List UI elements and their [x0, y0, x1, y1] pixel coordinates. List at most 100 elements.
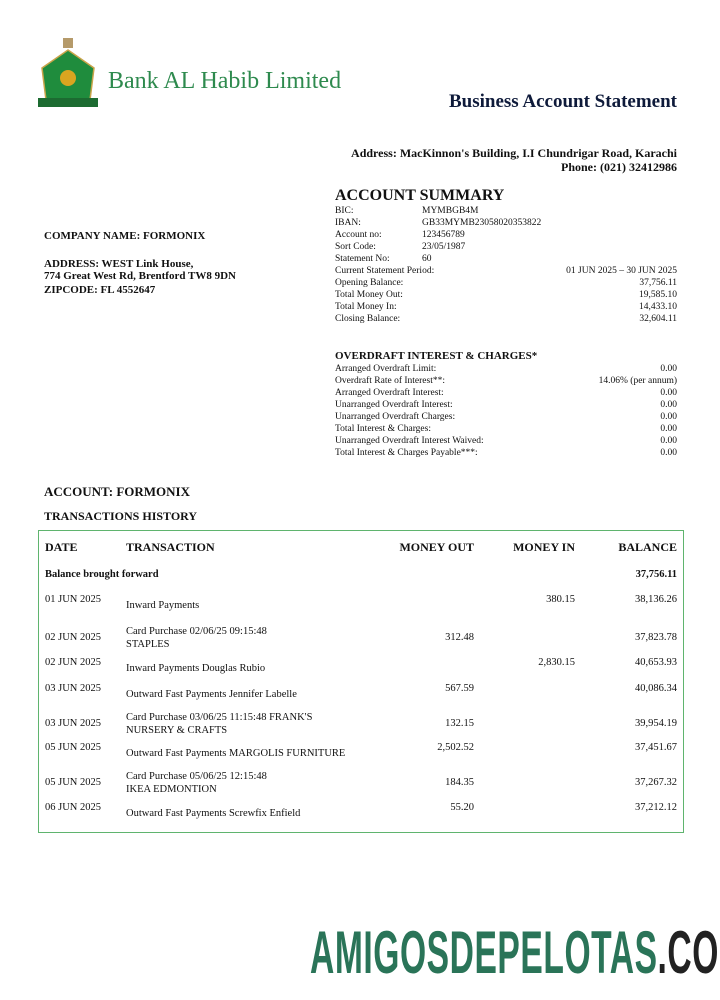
summary-detail-row: Sort Code: 23/05/1987 — [335, 241, 677, 253]
statement-title: Business Account Statement — [448, 91, 677, 112]
row-desc-line1: Card Purchase 02/06/25 09:15:48 — [126, 626, 267, 637]
overdraft-label: Total Interest & Charges: — [335, 424, 431, 434]
summary-value: 60 — [422, 254, 432, 264]
overdraft-value: 14.06% (per annum) — [598, 376, 677, 386]
summary-value: 01 JUN 2025 – 30 JUN 2025 — [566, 266, 677, 276]
account-summary-title: ACCOUNT SUMMARY — [335, 187, 505, 204]
company-zipcode: ZIPCODE: FL 4552647 — [44, 284, 156, 296]
bank-phone: Phone: (021) 32412986 — [561, 160, 677, 174]
account-heading: ACCOUNT: FORMONIX — [44, 484, 190, 499]
summary-value: 37,756.11 — [639, 278, 677, 288]
summary-figure-row: Total Money Out: 19,585.10 — [335, 289, 677, 301]
row-date: 05 JUN 2025 — [45, 742, 102, 753]
summary-value: 19,585.10 — [639, 290, 677, 300]
overdraft-label: Unarranged Overdraft Interest Waived: — [335, 436, 484, 446]
row-balance: 37,451.67 — [635, 742, 677, 753]
overdraft-row: Unarranged Overdraft Interest: 0.00 — [335, 399, 677, 411]
summary-detail-row: IBAN: GB33MYMB23058020353822 — [335, 217, 677, 229]
overdraft-value: 0.00 — [660, 448, 677, 458]
watermark: AMIGOSDEPELOTAS.COM — [310, 918, 720, 987]
overdraft-row: Arranged Overdraft Interest: 0.00 — [335, 387, 677, 399]
overdraft-row: Unarranged Overdraft Interest Waived: 0.0… — [335, 435, 677, 447]
brought-forward-balance: 37,756.11 — [635, 569, 677, 580]
summary-figure-row: Closing Balance: 32,604.11 — [335, 313, 677, 325]
transactions-table: DATE TRANSACTION MONEY OUT MONEY IN BALA… — [38, 530, 684, 833]
row-date: 05 JUN 2025 — [45, 777, 102, 788]
table-row: 02 JUN 2025 Card Purchase 02/06/25 09:15:… — [39, 625, 683, 651]
summary-figure-row: Opening Balance: 37,756.11 — [335, 277, 677, 289]
summary-label: Statement No: — [335, 254, 390, 264]
row-money-in: 2,830.15 — [538, 657, 575, 668]
overdraft-value: 0.00 — [660, 424, 677, 434]
row-date: 02 JUN 2025 — [45, 632, 102, 643]
row-date: 03 JUN 2025 — [45, 683, 102, 694]
overdraft-row: Total Interest & Charges Payable***: 0.00 — [335, 447, 677, 459]
col-balance: BALANCE — [618, 540, 677, 554]
table-row: 02 JUN 2025 Inward Payments Douglas Rubio… — [39, 656, 683, 682]
company-address-line2: 774 Great West Rd, Brentford TW8 9DN — [44, 270, 236, 282]
row-transaction: Card Purchase 02/06/25 09:15:48 STAPLES — [126, 625, 267, 651]
row-balance: 39,954.19 — [635, 718, 677, 729]
table-row: 03 JUN 2025 Card Purchase 03/06/25 11:15:… — [39, 711, 683, 737]
summary-value: 32,604.11 — [639, 314, 677, 324]
bank-logo — [38, 38, 98, 107]
row-transaction: Outward Fast Payments Jennifer Labelle — [126, 682, 297, 701]
overdraft-label: Unarranged Overdraft Charges: — [335, 412, 456, 422]
row-date: 01 JUN 2025 — [45, 594, 102, 605]
summary-label: Current Statement Period: — [335, 266, 435, 276]
overdraft-label: Unarranged Overdraft Interest: — [335, 400, 453, 410]
summary-label: Closing Balance: — [335, 314, 401, 324]
row-desc-line1: Outward Fast Payments MARGOLIS FURNITURE — [126, 748, 346, 759]
row-transaction: Inward Payments Douglas Rubio — [126, 656, 265, 675]
bank-address: Address: MacKinnon's Building, I.I Chund… — [351, 146, 677, 160]
overdraft-row: Total Interest & Charges: 0.00 — [335, 423, 677, 435]
table-row: 01 JUN 2025 Inward Payments 380.15 38,136.2… — [39, 593, 683, 619]
bank-name: Bank AL Habib Limited — [108, 68, 342, 94]
overdraft-value: 0.00 — [660, 412, 677, 422]
overdraft-label: Total Interest & Charges Payable***: — [335, 448, 478, 458]
summary-detail-row: BIC: MYMBGB4M — [335, 205, 677, 217]
row-desc-line2: NURSERY & CRAFTS — [126, 725, 228, 736]
overdraft-label: Arranged Overdraft Interest: — [335, 388, 444, 398]
row-desc-line1: Card Purchase 05/06/25 12:15:48 — [126, 771, 267, 782]
brought-forward-label: Balance brought forward — [45, 569, 159, 580]
summary-value: 123456789 — [422, 230, 465, 240]
row-desc-line1: Inward Payments — [126, 600, 200, 611]
summary-label: BIC: — [335, 206, 354, 216]
watermark-main: AMIGOSDEPELOTAS — [310, 919, 658, 986]
col-date: DATE — [45, 540, 78, 554]
row-money-out: 132.15 — [445, 718, 474, 729]
table-row: 05 JUN 2025 Outward Fast Payments MARGOLI… — [39, 741, 683, 767]
overdraft-value: 0.00 — [660, 388, 677, 398]
summary-figure-row: Total Money In: 14,433.10 — [335, 301, 677, 313]
col-money-out: MONEY OUT — [399, 540, 474, 554]
row-balance: 40,086.34 — [635, 683, 677, 694]
overdraft-value: 0.00 — [660, 436, 677, 446]
summary-value: MYMBGB4M — [422, 206, 479, 216]
summary-label: Total Money Out: — [335, 290, 403, 300]
row-money-out: 312.48 — [445, 632, 474, 643]
row-balance: 37,212.12 — [635, 802, 677, 813]
row-money-out: 2,502.52 — [437, 742, 474, 753]
row-money-out: 567.59 — [445, 683, 474, 694]
row-balance: 37,823.78 — [635, 632, 677, 643]
overdraft-title: OVERDRAFT INTEREST & CHARGES* — [335, 350, 538, 362]
row-transaction: Inward Payments — [126, 593, 199, 612]
row-desc-line1: Outward Fast Payments Screwfix Enfield — [126, 808, 301, 819]
summary-detail-row: Statement No: 60 — [335, 253, 677, 265]
table-row: 06 JUN 2025 Outward Fast Payments Screwfi… — [39, 801, 683, 827]
col-transaction: TRANSACTION — [126, 540, 215, 554]
row-transaction: Card Purchase 03/06/25 11:15:48 FRANK'S N… — [126, 711, 312, 737]
row-money-in: 380.15 — [546, 594, 575, 605]
row-desc-line1: Inward Payments Douglas Rubio — [126, 663, 266, 674]
overdraft-label: Overdraft Rate of Interest**: — [335, 376, 445, 386]
col-money-in: MONEY IN — [513, 540, 575, 554]
row-desc-line1: Card Purchase 03/06/25 11:15:48 FRANK'S — [126, 712, 313, 723]
row-desc-line1: Outward Fast Payments Jennifer Labelle — [126, 689, 297, 700]
summary-label: Opening Balance: — [335, 278, 404, 288]
overdraft-row: Unarranged Overdraft Charges: 0.00 — [335, 411, 677, 423]
summary-label: Account no: — [335, 230, 382, 240]
company-address-line1: ADDRESS: WEST Link House, — [44, 258, 194, 270]
summary-label: Total Money In: — [335, 302, 397, 312]
summary-figure-row: Current Statement Period: 01 JUN 2025 – 3… — [335, 265, 677, 277]
